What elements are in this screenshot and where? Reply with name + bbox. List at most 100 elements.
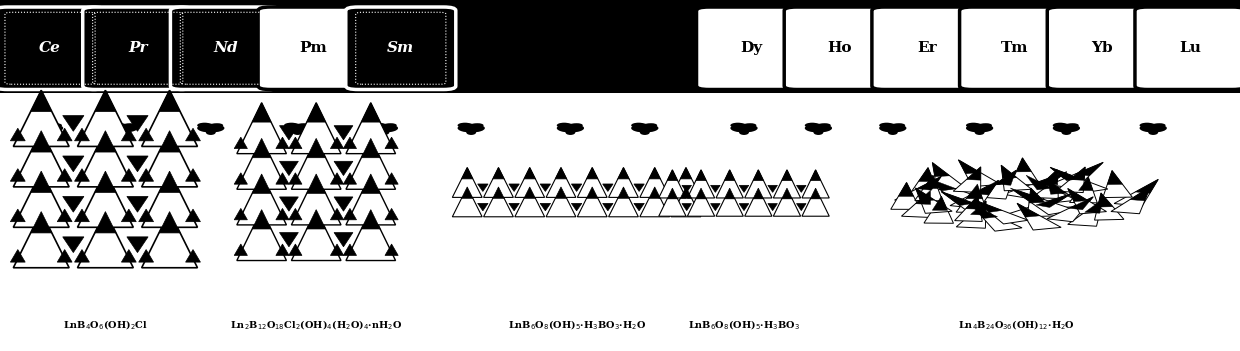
Polygon shape (546, 167, 575, 197)
Polygon shape (159, 131, 180, 152)
Polygon shape (453, 187, 482, 217)
Polygon shape (1011, 188, 1044, 202)
Polygon shape (186, 209, 201, 222)
Polygon shape (237, 210, 286, 260)
Polygon shape (796, 204, 806, 211)
Polygon shape (74, 128, 89, 141)
Polygon shape (237, 103, 286, 154)
Ellipse shape (1140, 124, 1167, 133)
Text: LnB$_4$O$_6$(OH)$_2$Cl: LnB$_4$O$_6$(OH)$_2$Cl (63, 318, 148, 332)
Polygon shape (477, 203, 489, 211)
Polygon shape (1048, 179, 1084, 208)
Polygon shape (306, 174, 326, 193)
Ellipse shape (119, 130, 129, 135)
Polygon shape (306, 103, 326, 122)
Ellipse shape (980, 123, 992, 127)
Polygon shape (343, 244, 357, 256)
Polygon shape (461, 187, 472, 198)
Polygon shape (234, 137, 248, 148)
Text: Nd: Nd (213, 41, 238, 55)
Polygon shape (346, 210, 396, 260)
Ellipse shape (813, 130, 823, 135)
Polygon shape (715, 188, 743, 216)
Polygon shape (649, 187, 661, 198)
Polygon shape (484, 167, 513, 197)
Polygon shape (334, 126, 353, 140)
Polygon shape (682, 185, 692, 192)
Polygon shape (346, 138, 396, 189)
Polygon shape (665, 203, 676, 211)
Ellipse shape (1053, 122, 1068, 128)
Polygon shape (492, 167, 505, 179)
Polygon shape (74, 209, 89, 222)
FancyBboxPatch shape (170, 7, 280, 90)
Polygon shape (484, 187, 513, 217)
Polygon shape (1068, 188, 1106, 214)
Polygon shape (77, 131, 134, 187)
Polygon shape (343, 173, 357, 184)
Ellipse shape (557, 122, 572, 128)
Ellipse shape (1053, 124, 1080, 133)
FancyBboxPatch shape (258, 7, 368, 90)
Ellipse shape (1061, 130, 1071, 135)
Ellipse shape (36, 122, 51, 128)
Polygon shape (252, 174, 272, 193)
Polygon shape (954, 167, 981, 192)
Polygon shape (781, 188, 792, 199)
Ellipse shape (197, 122, 212, 128)
Polygon shape (609, 167, 639, 197)
Polygon shape (361, 210, 381, 229)
Polygon shape (334, 197, 353, 211)
Polygon shape (924, 176, 937, 188)
Polygon shape (291, 210, 341, 260)
Polygon shape (1049, 162, 1104, 188)
Polygon shape (63, 197, 84, 212)
Polygon shape (556, 187, 567, 198)
Ellipse shape (50, 123, 62, 127)
Polygon shape (1075, 162, 1104, 176)
Polygon shape (1011, 188, 1075, 215)
Polygon shape (955, 196, 982, 221)
Polygon shape (477, 184, 489, 191)
FancyBboxPatch shape (83, 7, 192, 90)
Polygon shape (330, 208, 343, 220)
Polygon shape (1034, 172, 1066, 186)
Polygon shape (901, 190, 931, 218)
Polygon shape (924, 177, 986, 204)
Polygon shape (603, 184, 613, 191)
Ellipse shape (744, 123, 756, 127)
Ellipse shape (379, 130, 389, 135)
Polygon shape (781, 170, 792, 180)
Polygon shape (941, 192, 1004, 218)
FancyBboxPatch shape (784, 7, 894, 90)
Polygon shape (14, 90, 69, 146)
Polygon shape (126, 237, 148, 253)
Polygon shape (1085, 199, 1104, 213)
Polygon shape (572, 203, 582, 211)
Polygon shape (681, 187, 692, 198)
Polygon shape (31, 212, 52, 233)
FancyBboxPatch shape (872, 7, 982, 90)
Polygon shape (959, 160, 1001, 187)
Polygon shape (122, 250, 136, 262)
Polygon shape (973, 200, 1002, 212)
Text: Ce: Ce (40, 41, 61, 55)
FancyBboxPatch shape (697, 7, 806, 90)
Ellipse shape (879, 124, 906, 133)
Polygon shape (665, 184, 676, 191)
Polygon shape (1069, 197, 1094, 210)
Ellipse shape (110, 122, 125, 128)
Ellipse shape (631, 124, 658, 133)
Polygon shape (745, 188, 773, 216)
Polygon shape (572, 184, 582, 191)
Polygon shape (57, 209, 72, 222)
Polygon shape (671, 167, 701, 197)
Polygon shape (910, 168, 939, 194)
Polygon shape (334, 161, 353, 176)
Ellipse shape (371, 124, 398, 133)
Polygon shape (898, 183, 914, 197)
Ellipse shape (384, 123, 397, 127)
Ellipse shape (197, 124, 224, 133)
Polygon shape (1028, 170, 1058, 199)
Polygon shape (811, 188, 821, 199)
